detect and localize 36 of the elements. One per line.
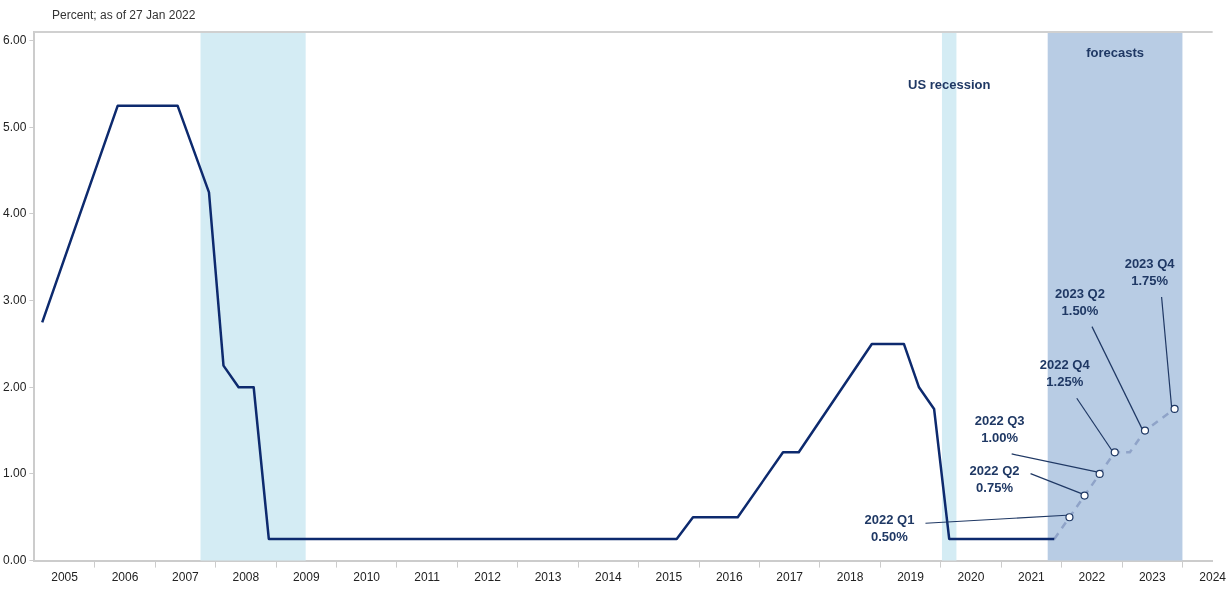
- x-tick-label: 2009: [292, 570, 320, 585]
- annotation: 2022 Q2 0.75%: [969, 462, 1020, 495]
- annotation: 2022 Q4 1.25%: [1039, 357, 1091, 390]
- x-tick-label: 2010: [353, 570, 381, 585]
- x-tick-label: 2005: [51, 570, 79, 585]
- x-tick-label: 2011: [414, 570, 441, 585]
- x-tick-label: 2007: [172, 570, 200, 585]
- y-axis-title: Percent; as of 27 Jan 2022: [52, 8, 196, 22]
- annotation: 2022 Q3 1.00%: [974, 413, 1025, 446]
- band-label: US recession: [908, 76, 991, 92]
- y-tick-label: 0.00: [3, 552, 27, 567]
- x-tick-label: 2014: [595, 570, 623, 585]
- x-tick-label: 2020: [957, 570, 985, 585]
- y-tick-label: 3.00: [3, 292, 27, 307]
- y-tick-label: 6.00: [3, 32, 27, 47]
- x-tick-label: 2016: [715, 570, 743, 585]
- y-tick-label: 2.00: [3, 379, 27, 394]
- x-tick-label: 2024: [1199, 570, 1227, 585]
- x-tick-label: 2023: [1138, 570, 1166, 585]
- x-tick-label: 2012: [474, 570, 502, 585]
- annotation: 2022 Q1 0.50%: [864, 512, 915, 545]
- y-tick-label: 4.00: [3, 206, 27, 221]
- band-label: forecasts: [1086, 44, 1144, 60]
- x-tick-label: 2021: [1018, 570, 1046, 585]
- y-tick-label: 1.00: [3, 466, 27, 481]
- x-tick-label: 2008: [232, 570, 260, 585]
- x-tick-label: 2022: [1078, 570, 1106, 585]
- x-tick-label: 2006: [111, 570, 139, 585]
- x-tick-label: 2019: [897, 570, 925, 585]
- x-tick-label: 2018: [836, 570, 864, 585]
- annotation: 2023 Q4 1.75%: [1124, 256, 1176, 289]
- x-tick-label: 2017: [776, 570, 804, 585]
- x-tick-label: 2015: [655, 570, 683, 585]
- x-tick-label: 2013: [534, 570, 562, 585]
- y-tick-label: 5.00: [3, 119, 27, 134]
- annotation: 2023 Q2 1.50%: [1055, 285, 1105, 318]
